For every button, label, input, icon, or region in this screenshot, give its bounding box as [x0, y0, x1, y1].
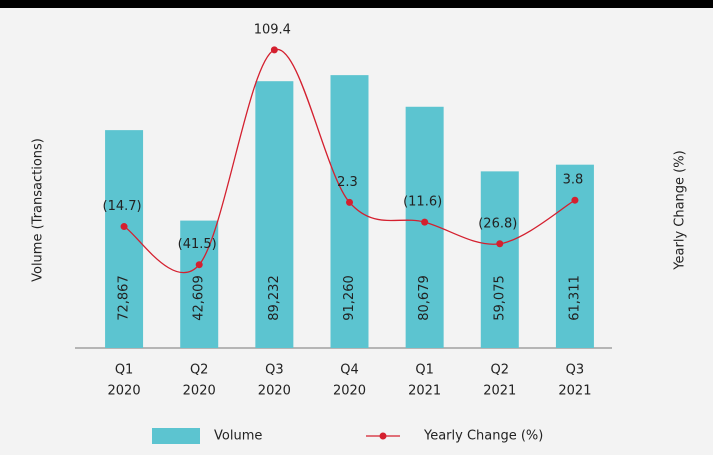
bar-value-label: 61,311	[567, 275, 582, 321]
x-tick-label: Q2	[190, 363, 209, 378]
bar	[255, 81, 294, 348]
line-marker	[496, 240, 504, 248]
line-marker	[270, 46, 278, 54]
bar	[405, 106, 444, 348]
line-marker	[120, 223, 128, 231]
bar-value-label: 42,609	[192, 275, 207, 321]
bar	[480, 171, 519, 348]
line-marker	[421, 218, 429, 226]
bar-value-label: 80,679	[417, 275, 432, 321]
bar-value-label: 72,867	[117, 275, 132, 321]
bar-value-label: 59,075	[492, 275, 507, 321]
bar	[555, 164, 594, 348]
line-marker	[346, 198, 353, 206]
bar	[180, 220, 219, 348]
x-tick-label: 2020	[333, 384, 366, 399]
line-value-label: (41.5)	[178, 237, 217, 252]
line-value-label: 2.3	[337, 175, 358, 190]
x-tick-label: Q1	[115, 363, 134, 378]
x-tick-label: Q4	[340, 363, 359, 378]
bar-value-label: 91,260	[342, 275, 357, 321]
x-tick-label: Q1	[415, 363, 434, 378]
x-tick-label: Q2	[491, 363, 510, 378]
x-tick-label: Q3	[566, 363, 585, 378]
line-value-label: (11.6)	[403, 195, 442, 210]
legend-swatch-marker	[379, 432, 387, 440]
x-tick-label: 2020	[258, 384, 291, 399]
y2-axis-title: Yearly Change (%)	[673, 150, 688, 270]
legend-swatch	[152, 428, 200, 444]
x-tick-label: 2021	[483, 384, 516, 399]
x-tick-label: 2021	[408, 384, 441, 399]
x-tick-label: 2021	[558, 384, 591, 399]
legend-label: Yearly Change (%)	[423, 429, 543, 444]
bar	[330, 75, 369, 348]
line-value-label: (26.8)	[478, 216, 517, 231]
bar-value-label: 89,232	[267, 275, 282, 321]
y-axis-title: Volume (Transactions)	[31, 138, 46, 282]
line-marker	[571, 196, 579, 204]
legend-label: Volume	[214, 429, 262, 444]
line-value-label: (14.7)	[103, 199, 142, 214]
x-tick-label: Q3	[265, 363, 284, 378]
line-marker	[195, 261, 203, 269]
x-tick-label: 2020	[183, 384, 216, 399]
line-value-label: 3.8	[563, 173, 584, 188]
x-tick-label: 2020	[108, 384, 141, 399]
top-bar	[0, 0, 713, 8]
line-value-label: 109.4	[254, 22, 291, 37]
